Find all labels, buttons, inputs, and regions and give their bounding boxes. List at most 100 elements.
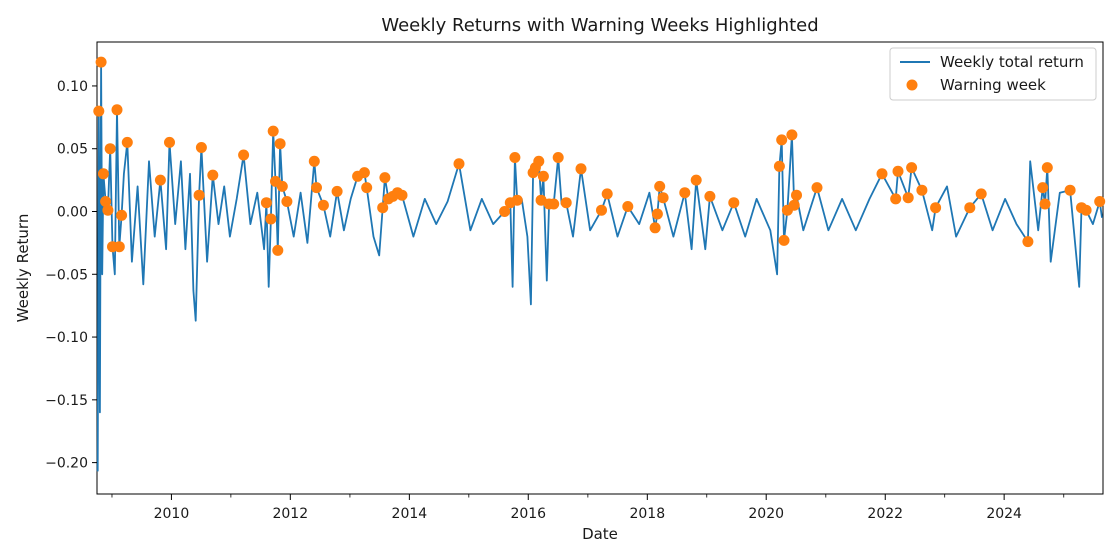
warning-week-point	[916, 184, 928, 196]
warning-week-point	[358, 167, 370, 179]
warning-week-point	[1041, 162, 1053, 174]
warning-week-point	[281, 196, 293, 207]
x-tick-label: 2024	[986, 506, 1022, 522]
warning-week-point	[164, 136, 175, 148]
warning-week-point	[195, 142, 207, 153]
warning-week-point	[930, 202, 942, 214]
y-axis: 0.10 0.05 0.00 −0.05 −0.10 −0.15 −0.20	[45, 79, 97, 472]
warning-week-point	[499, 206, 511, 217]
warning-week-point	[778, 234, 790, 246]
warning-week-point	[876, 168, 888, 180]
warning-week-point	[773, 160, 785, 172]
warning-week-point	[1022, 236, 1034, 248]
y-tick-label: 0.10	[57, 79, 88, 95]
warning-week-point	[274, 138, 286, 150]
x-axis-title: Date	[582, 525, 618, 543]
legend-box	[889, 47, 1097, 101]
y-tick-label: −0.20	[45, 456, 88, 472]
warning-week-point	[1039, 198, 1051, 210]
x-tick-label: 2012	[272, 506, 308, 522]
x-tick-label: 2010	[154, 506, 190, 522]
warning-week-point	[272, 244, 284, 256]
x-tick-label: 2018	[629, 506, 665, 522]
warning-week-point	[207, 169, 219, 181]
warning-week-point	[651, 208, 663, 220]
warning-week-point	[265, 213, 277, 225]
warning-week-point	[890, 193, 902, 205]
warning-week-point	[116, 209, 128, 221]
warning-week-point	[906, 162, 918, 174]
warning-week-point	[649, 222, 661, 234]
warning-week-point	[537, 170, 549, 182]
warning-week-point	[377, 202, 389, 214]
warning-week-point	[560, 197, 572, 209]
warning-week-point	[104, 143, 116, 155]
warning-week-point	[379, 172, 391, 184]
warning-week-point	[331, 185, 343, 197]
warning-week-point	[728, 197, 740, 209]
warning-week-point	[552, 152, 564, 163]
warning-week-point	[975, 188, 987, 200]
warning-week-point	[786, 129, 798, 141]
warning-week-point	[811, 182, 823, 194]
warning-week-point	[548, 198, 560, 210]
warning-week-point	[1080, 204, 1092, 216]
warning-week-point	[679, 187, 691, 199]
warning-week-point	[97, 168, 109, 180]
warning-week-point	[453, 158, 465, 170]
y-tick-label: −0.15	[45, 393, 88, 409]
x-axis: 2010 2012 2014 2016 2018 2020 2022 2024	[111, 494, 1065, 522]
legend-label-returns: Weekly total return	[940, 53, 1084, 71]
warning-week-point	[902, 192, 914, 204]
warning-week-point	[964, 202, 976, 214]
y-tick-label: −0.05	[45, 267, 88, 283]
warning-week-point	[311, 182, 322, 194]
warning-week-point	[193, 189, 205, 201]
warning-week-point	[575, 163, 587, 175]
warning-week-point	[95, 56, 107, 68]
warning-week-point	[596, 204, 607, 216]
warning-week-point	[276, 180, 288, 192]
warning-week-point	[533, 155, 545, 167]
warning-week-point	[601, 188, 613, 200]
warning-week-point	[1037, 182, 1049, 194]
warning-week-point	[100, 196, 112, 207]
warning-week-point	[267, 125, 279, 137]
warning-markers	[93, 56, 1106, 256]
y-tick-label: −0.10	[45, 330, 88, 346]
series-layer	[96, 61, 1103, 472]
warning-week-point	[113, 241, 125, 253]
x-tick-label: 2016	[510, 506, 546, 522]
warning-week-point	[238, 149, 250, 161]
warning-week-point	[776, 134, 788, 146]
legend-label-warning: Warning week	[940, 76, 1046, 94]
y-tick-label: 0.00	[57, 205, 88, 221]
warning-week-point	[657, 192, 669, 204]
warning-week-point	[93, 105, 105, 117]
warning-week-point	[704, 190, 716, 202]
warning-week-point	[791, 189, 802, 201]
warning-week-point	[111, 104, 123, 116]
weekly-return-line	[96, 61, 1103, 472]
warning-week-point	[892, 165, 904, 177]
legend-marker-swatch	[906, 79, 918, 91]
warning-week-point	[788, 199, 800, 211]
warning-week-point	[121, 136, 133, 148]
plot-area	[93, 41, 1106, 495]
warning-week-point	[308, 155, 320, 167]
y-axis-title: Weekly Return	[14, 214, 32, 323]
legend: Weekly total return Warning week	[889, 47, 1097, 101]
axes-frame	[96, 41, 1104, 495]
warning-week-point	[102, 204, 114, 216]
warning-week-point	[361, 182, 373, 194]
x-tick-label: 2014	[392, 506, 428, 522]
warning-week-point	[690, 174, 702, 186]
warning-week-point	[511, 194, 523, 206]
warning-week-point	[1094, 196, 1106, 207]
warning-week-point	[622, 201, 634, 212]
warning-week-point	[654, 180, 666, 192]
x-tick-label: 2022	[867, 506, 903, 522]
warning-week-point	[396, 189, 408, 201]
